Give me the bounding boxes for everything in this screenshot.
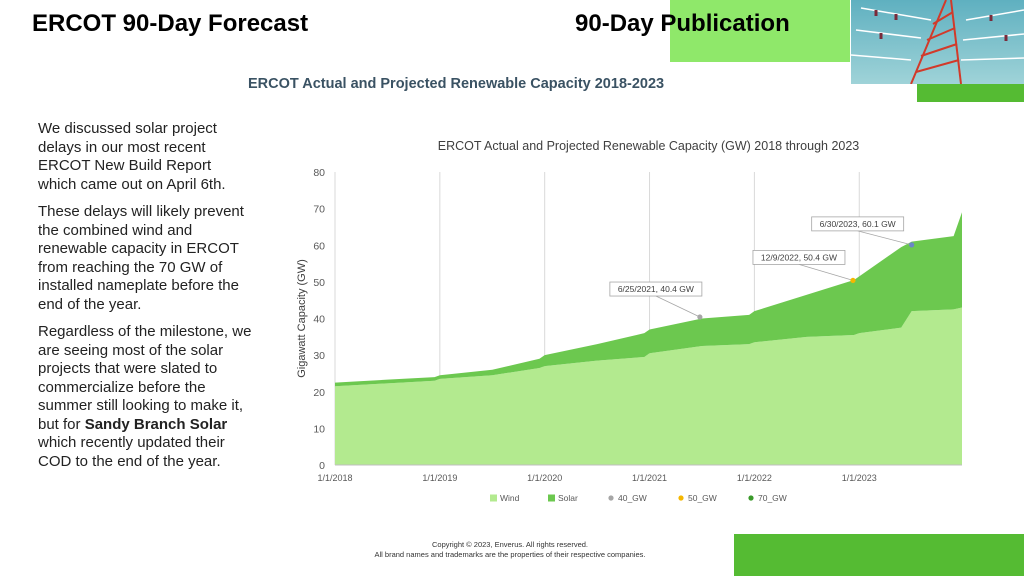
legend-label: Wind <box>500 493 520 503</box>
slide-subtitle: ERCOT Actual and Projected Renewable Cap… <box>248 76 665 92</box>
capacity-chart-svg: ERCOT Actual and Projected Renewable Cap… <box>296 139 962 503</box>
annotation-box <box>752 250 846 265</box>
y-tick-label: 0 <box>319 460 325 472</box>
copyright-line: Copyright © 2023, Enverus. All rights re… <box>431 540 589 549</box>
legend-marker <box>678 495 684 501</box>
legend-label: 40_GW <box>618 493 647 503</box>
legend-marker <box>748 495 754 501</box>
transmission-tower-photo <box>851 0 1024 84</box>
legend-swatch <box>548 494 555 502</box>
x-tick-label: 1/1/2018 <box>317 473 352 483</box>
legend-label: Solar <box>558 493 578 503</box>
annotation-marker <box>909 242 915 248</box>
capacity-chart: ERCOT Actual and Projected Renewable Cap… <box>290 130 990 520</box>
x-tick-label: 1/1/2020 <box>527 473 562 483</box>
annotation-marker <box>697 314 703 320</box>
trademark-line: All brand names and trademarks are the p… <box>374 550 646 559</box>
solar-area <box>335 212 962 387</box>
annotation-box <box>811 216 905 232</box>
annotation-marker <box>850 277 856 284</box>
publication-title: 90-Day Publication <box>575 10 790 37</box>
sandy-branch-solar: Sandy Branch Solar <box>84 415 228 433</box>
chart-title: ERCOT Actual and Projected Renewable Cap… <box>438 139 860 153</box>
x-tick-label: 1/1/2019 <box>422 473 457 483</box>
paragraph-3-tail: which recently updated their COD to the … <box>38 434 225 470</box>
commentary-text: We discussed solar project delays in our… <box>38 120 253 480</box>
annotation-leader <box>655 295 701 318</box>
y-axis-label: Gigawatt Capacity (GW) <box>296 259 308 378</box>
x-tick-label: 1/1/2023 <box>842 473 877 483</box>
annotation-box <box>609 281 703 297</box>
page-title: ERCOT 90-Day Forecast <box>32 10 309 37</box>
annotation-label: 6/30/2023, 60.1 GW <box>820 219 896 229</box>
x-tick-label: 1/1/2021 <box>632 473 667 483</box>
annotation-leader <box>857 230 912 246</box>
y-tick-label: 70 <box>313 204 325 216</box>
y-tick-label: 30 <box>313 350 325 362</box>
legend-label: 70_GW <box>758 493 787 503</box>
paragraph-3: Regardless of the milestone, we are seei… <box>38 323 253 471</box>
y-tick-label: 20 <box>313 387 325 399</box>
y-tick-label: 60 <box>313 240 325 252</box>
wind-area <box>335 307 962 465</box>
paragraph-3-lead: Regardless of the milestone, we are seei… <box>38 323 252 433</box>
y-tick-label: 80 <box>313 167 325 179</box>
footer-accent-block <box>734 534 1024 576</box>
copyright-footer: Copyright © 2023, Enverus. All rights re… <box>330 540 690 560</box>
legend-swatch <box>490 494 497 502</box>
y-tick-label: 40 <box>313 314 325 326</box>
annotation-leader <box>798 264 854 281</box>
header-accent-bar <box>917 84 1024 102</box>
paragraph-2: These delays will likely prevent the com… <box>38 203 244 313</box>
x-tick-label: 1/1/2022 <box>737 473 772 483</box>
y-tick-label: 50 <box>313 277 325 289</box>
annotation-label: 12/9/2022, 50.4 GW <box>761 252 837 262</box>
y-tick-label: 10 <box>313 423 325 435</box>
legend-label: 50_GW <box>688 493 717 503</box>
header-accent-block <box>670 0 850 62</box>
legend-marker <box>608 495 614 501</box>
annotation-label: 6/25/2021, 40.4 GW <box>618 284 694 294</box>
paragraph-1: We discussed solar project delays in our… <box>38 120 226 193</box>
